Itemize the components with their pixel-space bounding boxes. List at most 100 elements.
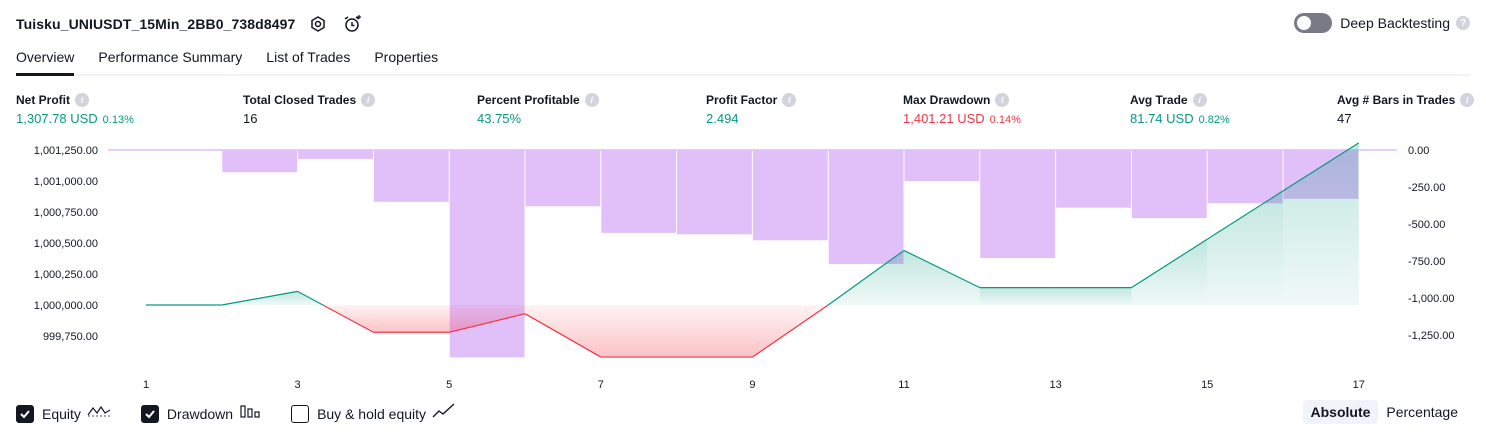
info-icon[interactable]: i — [1460, 93, 1475, 107]
legend-label: Buy & hold equity — [317, 405, 427, 422]
buy-hold-line-icon — [432, 403, 456, 424]
stat-label: Avg Trade — [1130, 93, 1188, 107]
tab-bar: Overview Performance Summary List of Tra… — [16, 44, 1470, 76]
equity-line-segment — [827, 249, 905, 306]
drawdown-bars-icon — [239, 403, 261, 424]
value-mode-toggle: Absolute Percentage — [1302, 400, 1467, 424]
equity-line-segment — [524, 313, 602, 358]
deep-backtesting-label: Deep Backtesting — [1340, 15, 1450, 31]
absolute-button[interactable]: Absolute — [1302, 400, 1379, 424]
stat-avg-bars-in-trades: Avg # Bars in Trades i 47 — [1337, 93, 1475, 126]
equity-checkbox[interactable] — [16, 404, 34, 423]
drawdown-bar — [904, 150, 980, 182]
x-tick-label: 9 — [749, 379, 755, 391]
info-icon[interactable]: i — [361, 93, 376, 107]
stat-value: 43.75% — [477, 111, 522, 126]
info-icon[interactable]: i — [1192, 93, 1207, 107]
x-tick-label: 11 — [898, 379, 909, 391]
deep-backtesting-control: Deep Backtesting ? — [1294, 13, 1470, 33]
stat-value: 16 — [243, 111, 258, 126]
legend-drawdown[interactable]: Drawdown — [140, 403, 261, 424]
stat-label: Percent Profitable — [477, 93, 580, 107]
stat-label: Profit Factor — [706, 93, 778, 107]
y-right-tick-label: -750.00 — [1408, 256, 1445, 268]
info-icon[interactable]: i — [75, 93, 89, 107]
stat-label: Max Drawdown — [903, 93, 991, 107]
equity-loss-area — [600, 305, 677, 358]
x-tick-label: 15 — [1201, 379, 1213, 391]
equity-drawdown-chart[interactable]: 1,001,250.00 1,001,000.00 1,000,750.00 1,00… — [0, 140, 1486, 395]
equity-line-segment — [752, 304, 829, 358]
deep-backtesting-toggle[interactable] — [1294, 13, 1333, 33]
y-left-tick-label: 1,000,500.00 — [34, 238, 98, 250]
settings-icon[interactable] — [307, 13, 329, 35]
equity-profit-area — [1131, 239, 1208, 305]
drawdown-bar — [373, 150, 449, 202]
equity-profit-area — [1207, 190, 1283, 305]
stat-percent: 0.82% — [1198, 114, 1230, 126]
y-left-tick-label: 1,000,750.00 — [34, 207, 98, 219]
legend-label: Equity — [42, 405, 81, 422]
help-icon[interactable]: ? — [1456, 16, 1470, 30]
stat-label: Total Closed Trades — [243, 93, 357, 107]
equity-line-segment — [322, 304, 374, 333]
legend-equity[interactable]: Equity — [16, 403, 111, 424]
tab-list-of-trades[interactable]: List of Trades — [266, 49, 351, 65]
equity-profit-area — [221, 291, 298, 305]
equity-loss-area — [676, 305, 753, 358]
drawdown-bar — [222, 150, 298, 173]
info-icon[interactable]: i — [584, 93, 599, 107]
info-icon[interactable]: i — [995, 93, 1010, 107]
equity-loss-area — [449, 305, 525, 333]
drawdown-bar — [298, 150, 373, 159]
tab-properties[interactable]: Properties — [374, 49, 439, 65]
drawdown-bar — [601, 150, 677, 233]
stat-percent: 0.13% — [102, 114, 134, 126]
info-icon[interactable]: i — [782, 93, 797, 107]
stat-label: Avg # Bars in Trades — [1337, 93, 1456, 107]
y-right-tick-label: -250.00 — [1408, 182, 1445, 194]
drawdown-bar — [752, 150, 828, 241]
x-tick-label: 5 — [446, 379, 452, 391]
drawdown-checkbox[interactable] — [140, 404, 159, 423]
y-right-tick-label: 0.00 — [1408, 145, 1429, 157]
equity-profit-area — [1283, 142, 1359, 305]
y-left-tick-label: 1,000,250.00 — [34, 269, 98, 281]
tab-performance-summary[interactable]: Performance Summary — [98, 49, 243, 65]
y-right-tick-label: -1,000.00 — [1408, 293, 1454, 305]
y-right-tick-label: -500.00 — [1408, 219, 1445, 231]
y-left-tick-label: 1,001,250.00 — [34, 145, 98, 157]
stat-value: 2.494 — [706, 111, 739, 126]
equity-line-segment — [903, 249, 981, 289]
equity-profit-area — [904, 250, 980, 305]
legend-buy-hold[interactable]: Buy & hold equity — [291, 403, 456, 424]
y-right-tick-label: -1,250.00 — [1408, 330, 1454, 342]
percentage-button[interactable]: Percentage — [1386, 404, 1458, 420]
legend-label: Drawdown — [166, 405, 234, 422]
strategy-header: Tuisku_UNIUSDT_15Min_2BB0_738d8497 Deep … — [16, 10, 1470, 38]
drawdown-bar — [1207, 150, 1283, 204]
x-tick-label: 13 — [1049, 379, 1061, 391]
stat-value: 81.74 USD — [1130, 111, 1194, 126]
stat-value: 1,401.21 USD — [903, 111, 985, 126]
drawdown-bar — [1056, 150, 1131, 208]
drawdown-bar — [828, 150, 904, 264]
y-left-tick-label: 1,000,000.00 — [34, 300, 98, 312]
equity-profit-area — [979, 287, 1056, 305]
equity-loss-area — [373, 305, 450, 333]
drawdown-bar — [980, 150, 1056, 259]
alert-clock-icon[interactable] — [341, 13, 363, 35]
equity-line-segment — [221, 290, 298, 306]
equity-line-segment — [1206, 190, 1284, 240]
tab-overview[interactable]: Overview — [16, 44, 75, 76]
equity-line-segment — [1282, 142, 1360, 192]
buy-hold-checkbox[interactable] — [291, 404, 310, 423]
x-tick-label: 3 — [295, 379, 301, 391]
x-tick-label: 7 — [598, 379, 604, 391]
stat-max-drawdown: Max Drawdown i 1,401.21 USD 0.14% — [903, 93, 1021, 126]
stat-value: 47 — [1337, 111, 1352, 126]
equity-profit-area — [1055, 287, 1132, 305]
y-left-tick-label: 1,001,000.00 — [34, 176, 98, 188]
strategy-title: Tuisku_UNIUSDT_15Min_2BB0_738d8497 — [16, 16, 296, 32]
x-tick-label: 17 — [1353, 379, 1365, 391]
